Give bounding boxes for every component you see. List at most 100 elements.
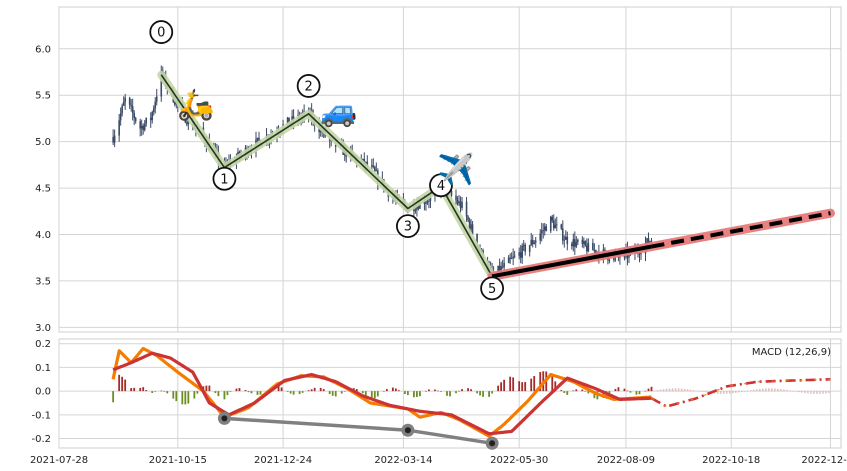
macd-forecast-hist-bar [662,389,665,392]
macd-forecast-line [651,378,831,408]
candle-body [554,224,557,229]
macd-divergence-marker-center [404,427,411,434]
macd-ytick-label: 0.0 [35,387,51,398]
candle-body [584,241,587,246]
candle-body [524,244,526,252]
candle-body [149,117,152,121]
candle-body [426,200,429,203]
candle-body [555,224,558,226]
macd-forecast-hist-bar [719,391,722,394]
macd-forecast-hist-bar [722,391,725,394]
macd-hist-bar [160,390,163,392]
macd-forecast-hist-bar [825,391,827,394]
macd-hist-bar [226,391,229,396]
macd-hist-bar [340,391,343,394]
scooter-icon: 🛵 [177,88,214,123]
macd-hist-bar [331,391,334,396]
candle-body [542,230,545,232]
candle-body [522,244,525,246]
price-ytick-label: 5.0 [35,137,51,148]
price-ytick-label: 3.5 [35,276,51,287]
macd-hist-bar [650,386,653,392]
macd-hist-bar [416,391,418,397]
macd-forecast-hist-bar [740,391,743,392]
candle-body [498,265,501,273]
price-panel: 6.0 5.5 5.0 4.5 4.0 3.5 3.0 0 1 2 3 4 5 🛵 🚙 ✈️ [35,6,842,334]
x-tick-label: 2021-07-28 [30,455,88,466]
macd-hist-bar [491,391,494,394]
candle-body [586,245,588,252]
candle-body [122,102,125,106]
candle-body [118,120,120,136]
macd-forecast-hist-bar [786,389,788,392]
macd-hist-bar [560,390,563,392]
macd-hist-bar [184,391,187,405]
candle-body [467,216,469,221]
candle-body [258,137,260,141]
candle-body [587,242,590,252]
macd-forecast-hist-bar [795,391,797,392]
macd-hist-bar [385,389,388,392]
macd-hist-bar [614,388,617,392]
macd-ytick-label: 0.1 [35,363,51,374]
candle-body [128,97,131,105]
macd-hist-bar [470,389,472,392]
candle-body [571,244,573,247]
price-ytick-label: 3.0 [35,323,51,334]
x-axis: 2021-07-28 2021-10-15 2021-12-24 2022-03-14… [30,455,847,466]
macd-forecast-hist-bar [659,389,662,392]
macd-forecast-hist-bar [674,388,677,392]
macd-hist-bar [154,391,157,392]
price-ytick-label: 6.0 [35,44,51,55]
candle-body [465,201,468,217]
macd-hist-bar [440,391,442,392]
candle-body [450,190,453,196]
macd-hist-bar [133,387,136,392]
macd-hist-bar [497,385,500,392]
x-tick-label: 2021-12-24 [254,455,312,466]
macd-hist-bar [406,391,409,396]
candle-body [638,252,641,255]
macd-forecast-hist-bar [749,390,752,392]
wave-label-1: 1 [220,172,228,187]
macd-hist-bar [196,391,199,394]
candle-body [563,239,566,241]
candle-body [592,242,594,251]
macd-hist-bar [509,376,512,392]
candle-body [539,233,542,241]
wave-label-circle [480,276,505,301]
candle-body [371,165,373,167]
x-tick-label: 2022-03-14 [374,455,432,466]
candle-body [288,117,290,125]
candle-body [468,220,471,230]
candle-body [560,224,563,229]
candle-body [531,239,534,244]
macd-forecast-hist-bar [656,390,659,392]
macd-hist-bar [130,388,133,392]
macd-hist-bar [373,391,376,399]
candle-body [143,123,146,130]
candle-body [119,113,122,121]
macd-hist-bar [382,391,385,392]
macd-forecast-hist-bar [737,391,740,393]
macd-hist-bar [635,391,638,395]
macd-hist-bar [259,391,262,395]
candle-body [173,101,176,105]
candle-body [572,239,575,247]
wave-label-circle [212,166,237,191]
candle-body [543,226,546,231]
macd-hist-bar [467,388,469,392]
x-tick-label: 2022-05-30 [490,455,548,466]
candle-body [256,137,259,140]
macd-forecast-hist-bar [828,391,830,394]
macd-forecast-hist-bar [653,390,656,392]
macd-hist-bar [343,391,346,392]
candle-body [134,117,137,122]
macd-hist-bar [455,391,457,394]
candle-body [423,200,426,204]
candle-body [470,224,472,230]
macd-hist-bar [238,388,241,392]
candle-body [551,216,554,221]
candle-body [513,255,516,257]
